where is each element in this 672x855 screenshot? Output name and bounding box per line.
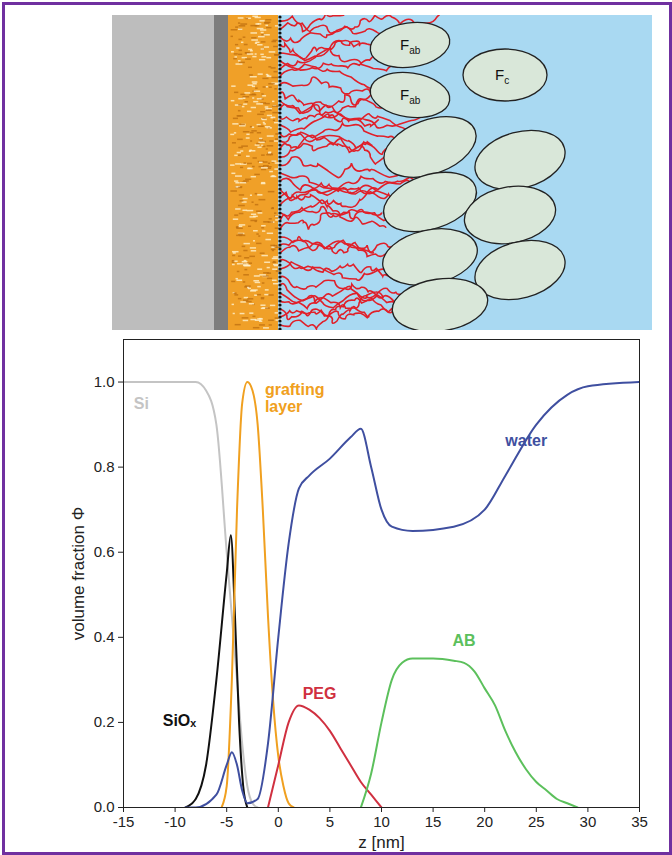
svg-text:PEG: PEG — [303, 685, 337, 702]
svg-text:0.0: 0.0 — [94, 798, 115, 815]
svg-text:AB: AB — [453, 632, 476, 649]
svg-text:35: 35 — [631, 813, 648, 830]
svg-text:water: water — [504, 432, 547, 449]
svg-text:30: 30 — [580, 813, 597, 830]
svg-text:Si: Si — [134, 395, 149, 412]
svg-text:Fc: Fc — [495, 66, 509, 86]
svg-text:20: 20 — [476, 813, 493, 830]
svg-text:15: 15 — [425, 813, 442, 830]
svg-text:0: 0 — [274, 813, 282, 830]
svg-text:Fab: Fab — [400, 86, 421, 106]
svg-text:10: 10 — [373, 813, 390, 830]
svg-text:0.2: 0.2 — [94, 713, 115, 730]
svg-text:5: 5 — [326, 813, 334, 830]
svg-text:25: 25 — [528, 813, 545, 830]
svg-text:-5: -5 — [220, 813, 233, 830]
svg-text:0.8: 0.8 — [94, 458, 115, 475]
svg-text:0.6: 0.6 — [94, 543, 115, 560]
svg-text:1.0: 1.0 — [94, 373, 115, 390]
svg-text:graftinglayer: graftinglayer — [265, 381, 325, 416]
svg-text:volume fraction Φ: volume fraction Φ — [69, 507, 88, 641]
svg-text:-15: -15 — [113, 813, 135, 830]
svg-text:SiOₓ: SiOₓ — [163, 712, 197, 729]
svg-text:z [nm]: z [nm] — [358, 833, 404, 852]
svg-text:-10: -10 — [164, 813, 186, 830]
svg-text:Fab: Fab — [400, 36, 421, 56]
svg-text:0.4: 0.4 — [94, 628, 115, 645]
